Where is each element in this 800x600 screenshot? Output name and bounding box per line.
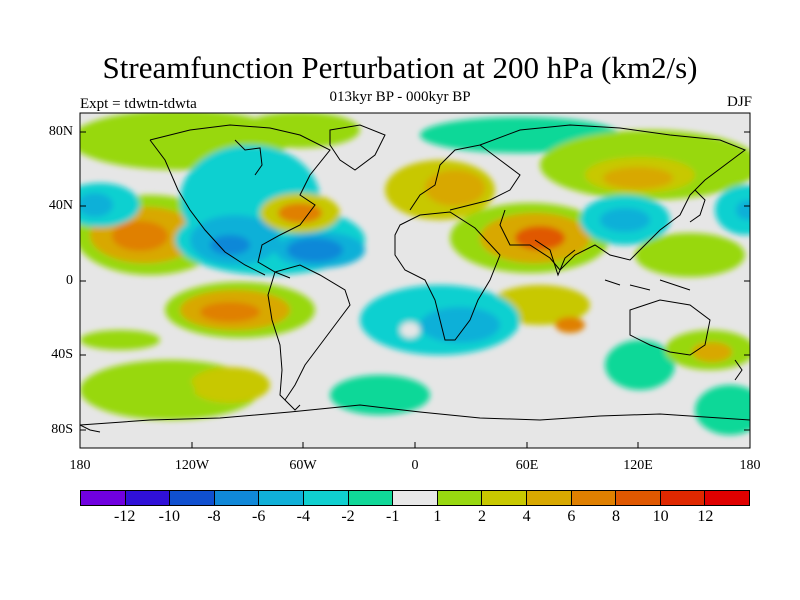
colorbar-label: -12 [113,508,136,525]
lat-tick-marks [79,131,751,448]
colorbar-swatch [125,491,171,505]
colorbar-swatch [660,491,706,505]
lon-label-0: 0 [411,458,419,473]
colorbar-label: -1 [385,508,400,525]
map-title: Streamfunction Perturbation at 200 hPa (… [102,50,698,85]
colorbar-label: -8 [207,508,221,525]
colorbar-swatch [348,491,394,505]
lon-label-180e: 180 [739,458,761,473]
colorbar-label: -10 [158,508,180,525]
colorbar-label: 10 [652,508,669,525]
colorbar-swatch [393,491,438,505]
colorbar-label: 6 [567,508,576,525]
colorbar-label: 2 [478,508,486,525]
colorbar-swatch [303,491,349,505]
colorbar-label: 12 [697,508,714,525]
colorbar-label: -6 [251,508,266,525]
colorbar-label: 4 [522,508,531,525]
colorbar-label: -2 [341,508,355,525]
map-subtitle: 013kyr BP - 000kyr BP [329,89,471,105]
colorbar-swatch [482,491,527,505]
lon-label-120w: 120W [174,458,210,473]
lon-label-60w: 60W [289,458,317,473]
colorbar-swatch [616,491,661,505]
lat-label-80n: 80N [48,124,73,139]
colorbar-swatch [259,491,304,505]
colorbar-label: -4 [296,508,310,525]
colorbar-label: 1 [433,508,442,525]
colorbar-swatch [571,491,617,505]
lat-label-0: 0 [66,273,73,288]
colorbar-swatch [170,491,215,505]
colorbar-swatch [526,491,572,505]
colorbar [80,490,750,506]
colorbar-swatch [705,491,749,505]
contour-fill [80,113,750,435]
colorbar-swatch [214,491,260,505]
coastlines [80,124,750,433]
lon-label-60e: 60E [515,458,539,473]
lat-label-80s: 80S [51,422,73,437]
lat-label-40s: 40S [51,347,73,362]
colorbar-label: 8 [612,508,620,525]
lon-label-180w: 180 [69,458,91,473]
colorbar-swatch [437,491,483,505]
lon-label-120e: 120E [623,458,653,473]
experiment-label: Expt = tdwtn-tdwta [80,96,197,112]
colorbar-swatch [81,491,126,505]
season-label: DJF [726,94,752,110]
lat-label-40n: 40N [48,198,73,213]
